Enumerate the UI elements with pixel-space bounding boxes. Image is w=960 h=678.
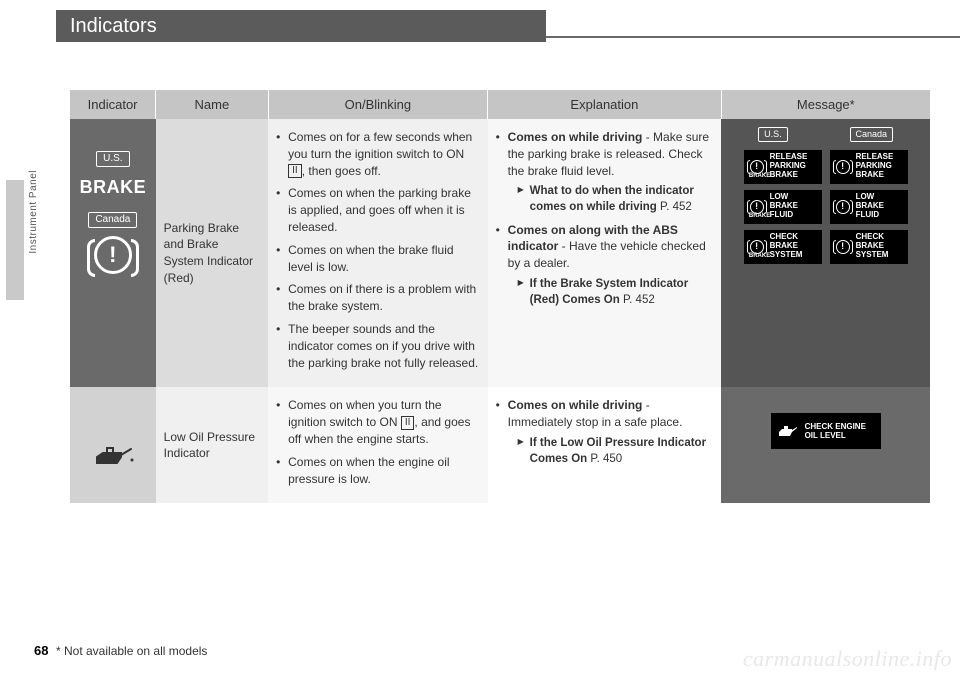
region-pill-canada: Canada (850, 127, 894, 142)
explanation-cell: Comes on while driving - Make sure the p… (488, 119, 721, 387)
th-explanation: Explanation (488, 90, 721, 119)
onblinking-cell: Comes on when you turn the ignition swit… (268, 387, 488, 503)
region-pill-us: U.S. (758, 127, 788, 142)
th-onblinking: On/Blinking (268, 90, 488, 119)
brake-warning-icon: ! (834, 160, 852, 174)
footnote: * Not available on all models (56, 644, 207, 658)
on-item: Comes on when you turn the ignition swit… (276, 397, 480, 447)
on-item: The beeper sounds and the indicator come… (276, 321, 480, 371)
msg-region-labels: U.S. Canada (727, 127, 924, 146)
msg-text: RELEASE PARKING BRAKE (856, 153, 904, 179)
section-title: Indicators (56, 10, 546, 42)
th-name: Name (156, 90, 268, 119)
table-header-row: Indicator Name On/Blinking Explanation M… (70, 90, 930, 119)
table-row: Low Oil Pressure Indicator Comes on when… (70, 387, 930, 503)
explanation-cell: Comes on while driving - Immediately sto… (488, 387, 721, 503)
exp-bold: Comes on while driving (508, 130, 643, 144)
msg-row: !BRAKE RELEASE PARKING BRAKE ! RELEASE PAR… (727, 150, 924, 184)
msg-text: LOW BRAKE FLUID (856, 193, 904, 219)
brake-warning-icon: !BRAKE (748, 160, 766, 174)
msg-text: CHECK BRAKE SYSTEM (856, 233, 904, 259)
onblinking-cell: Comes on for a few seconds when you turn… (268, 119, 488, 387)
ref-page: P. 452 (623, 294, 655, 306)
th-message: Message* (721, 90, 930, 119)
brake-warning-icon: !BRAKE (748, 200, 766, 214)
dash-message: CHECK ENGINE OIL LEVEL (771, 413, 881, 449)
dash-message: ! RELEASE PARKING BRAKE (830, 150, 908, 184)
name-cell: Low Oil Pressure Indicator (156, 387, 268, 503)
side-label: Instrument Panel (28, 170, 39, 254)
indicator-name: Parking Brake and Brake System Indicator… (164, 221, 253, 285)
region-pill-canada: Canada (88, 212, 137, 228)
oil-can-icon (91, 443, 135, 467)
dash-message: !BRAKE RELEASE PARKING BRAKE (744, 150, 822, 184)
txt: , then goes off. (302, 164, 381, 178)
exp-item: Comes on along with the ABS indicator - … (496, 222, 713, 309)
indicator-cell-oil (70, 387, 156, 503)
dash-message: !BRAKE LOW BRAKE FLUID (744, 190, 822, 224)
msg-row: CHECK ENGINE OIL LEVEL (727, 413, 924, 449)
on-item: Comes on when the brake fluid level is l… (276, 242, 480, 276)
on-item: Comes on for a few seconds when you turn… (276, 129, 480, 179)
th-indicator: Indicator (70, 90, 156, 119)
on-item: Comes on when the engine oil pressure is… (276, 454, 480, 488)
region-pill-us: U.S. (96, 151, 129, 167)
brake-warning-icon: !BRAKE (748, 240, 766, 254)
cross-ref: If the Brake System Indicator (Red) Come… (508, 276, 713, 308)
message-cell: CHECK ENGINE OIL LEVEL (721, 387, 930, 503)
message-cell: U.S. Canada !BRAKE RELEASE PARKING BRAKE … (721, 119, 930, 387)
cross-ref: If the Low Oil Pressure Indicator Comes … (508, 435, 713, 467)
msg-row: !BRAKE LOW BRAKE FLUID ! LOW BRAKE FLUID (727, 190, 924, 224)
indicator-cell-brake: U.S. BRAKE Canada ! (70, 119, 156, 387)
exp-item: Comes on while driving - Make sure the p… (496, 129, 713, 216)
oil-can-icon (777, 424, 799, 438)
brake-text-icon: BRAKE (78, 175, 148, 200)
ref-page: P. 452 (657, 201, 692, 213)
msg-text: RELEASE PARKING BRAKE (770, 153, 818, 179)
name-cell: Parking Brake and Brake System Indicator… (156, 119, 268, 387)
brake-warning-icon: ! (94, 236, 132, 274)
msg-text: CHECK BRAKE SYSTEM (770, 233, 818, 259)
txt: Comes on for a few seconds when you turn… (288, 130, 472, 161)
msg-text: CHECK ENGINE OIL LEVEL (805, 422, 875, 440)
dash-message: ! CHECK BRAKE SYSTEM (830, 230, 908, 264)
page-number: 68 (34, 643, 48, 658)
watermark: carmanualsonline.info (743, 646, 952, 672)
msg-row: !BRAKE CHECK BRAKE SYSTEM ! CHECK BRAKE SY… (727, 230, 924, 264)
ref-title: If the Brake System Indicator (Red) Come… (530, 278, 689, 306)
ignition-icon: II (288, 164, 302, 178)
on-item: Comes on when the parking brake is appli… (276, 185, 480, 235)
dash-message: !BRAKE CHECK BRAKE SYSTEM (744, 230, 822, 264)
header-rule (546, 36, 960, 38)
dash-message: ! LOW BRAKE FLUID (830, 190, 908, 224)
exp-bold: Comes on while driving (508, 398, 643, 412)
brake-warning-icon: ! (834, 200, 852, 214)
ignition-icon: II (401, 416, 415, 430)
section-header: Indicators (56, 10, 960, 42)
brake-warning-icon: ! (834, 240, 852, 254)
cross-ref: What to do when the indicator comes on w… (508, 183, 713, 215)
indicator-name: Low Oil Pressure Indicator (164, 430, 255, 461)
exp-item: Comes on while driving - Immediately sto… (496, 397, 713, 467)
msg-text: LOW BRAKE FLUID (770, 193, 818, 219)
side-tab (6, 180, 24, 300)
indicators-table: Indicator Name On/Blinking Explanation M… (70, 90, 930, 503)
ref-page: P. 450 (587, 453, 622, 465)
table-row: U.S. BRAKE Canada ! Parking Brake and Br… (70, 119, 930, 387)
on-item: Comes on if there is a problem with the … (276, 281, 480, 315)
